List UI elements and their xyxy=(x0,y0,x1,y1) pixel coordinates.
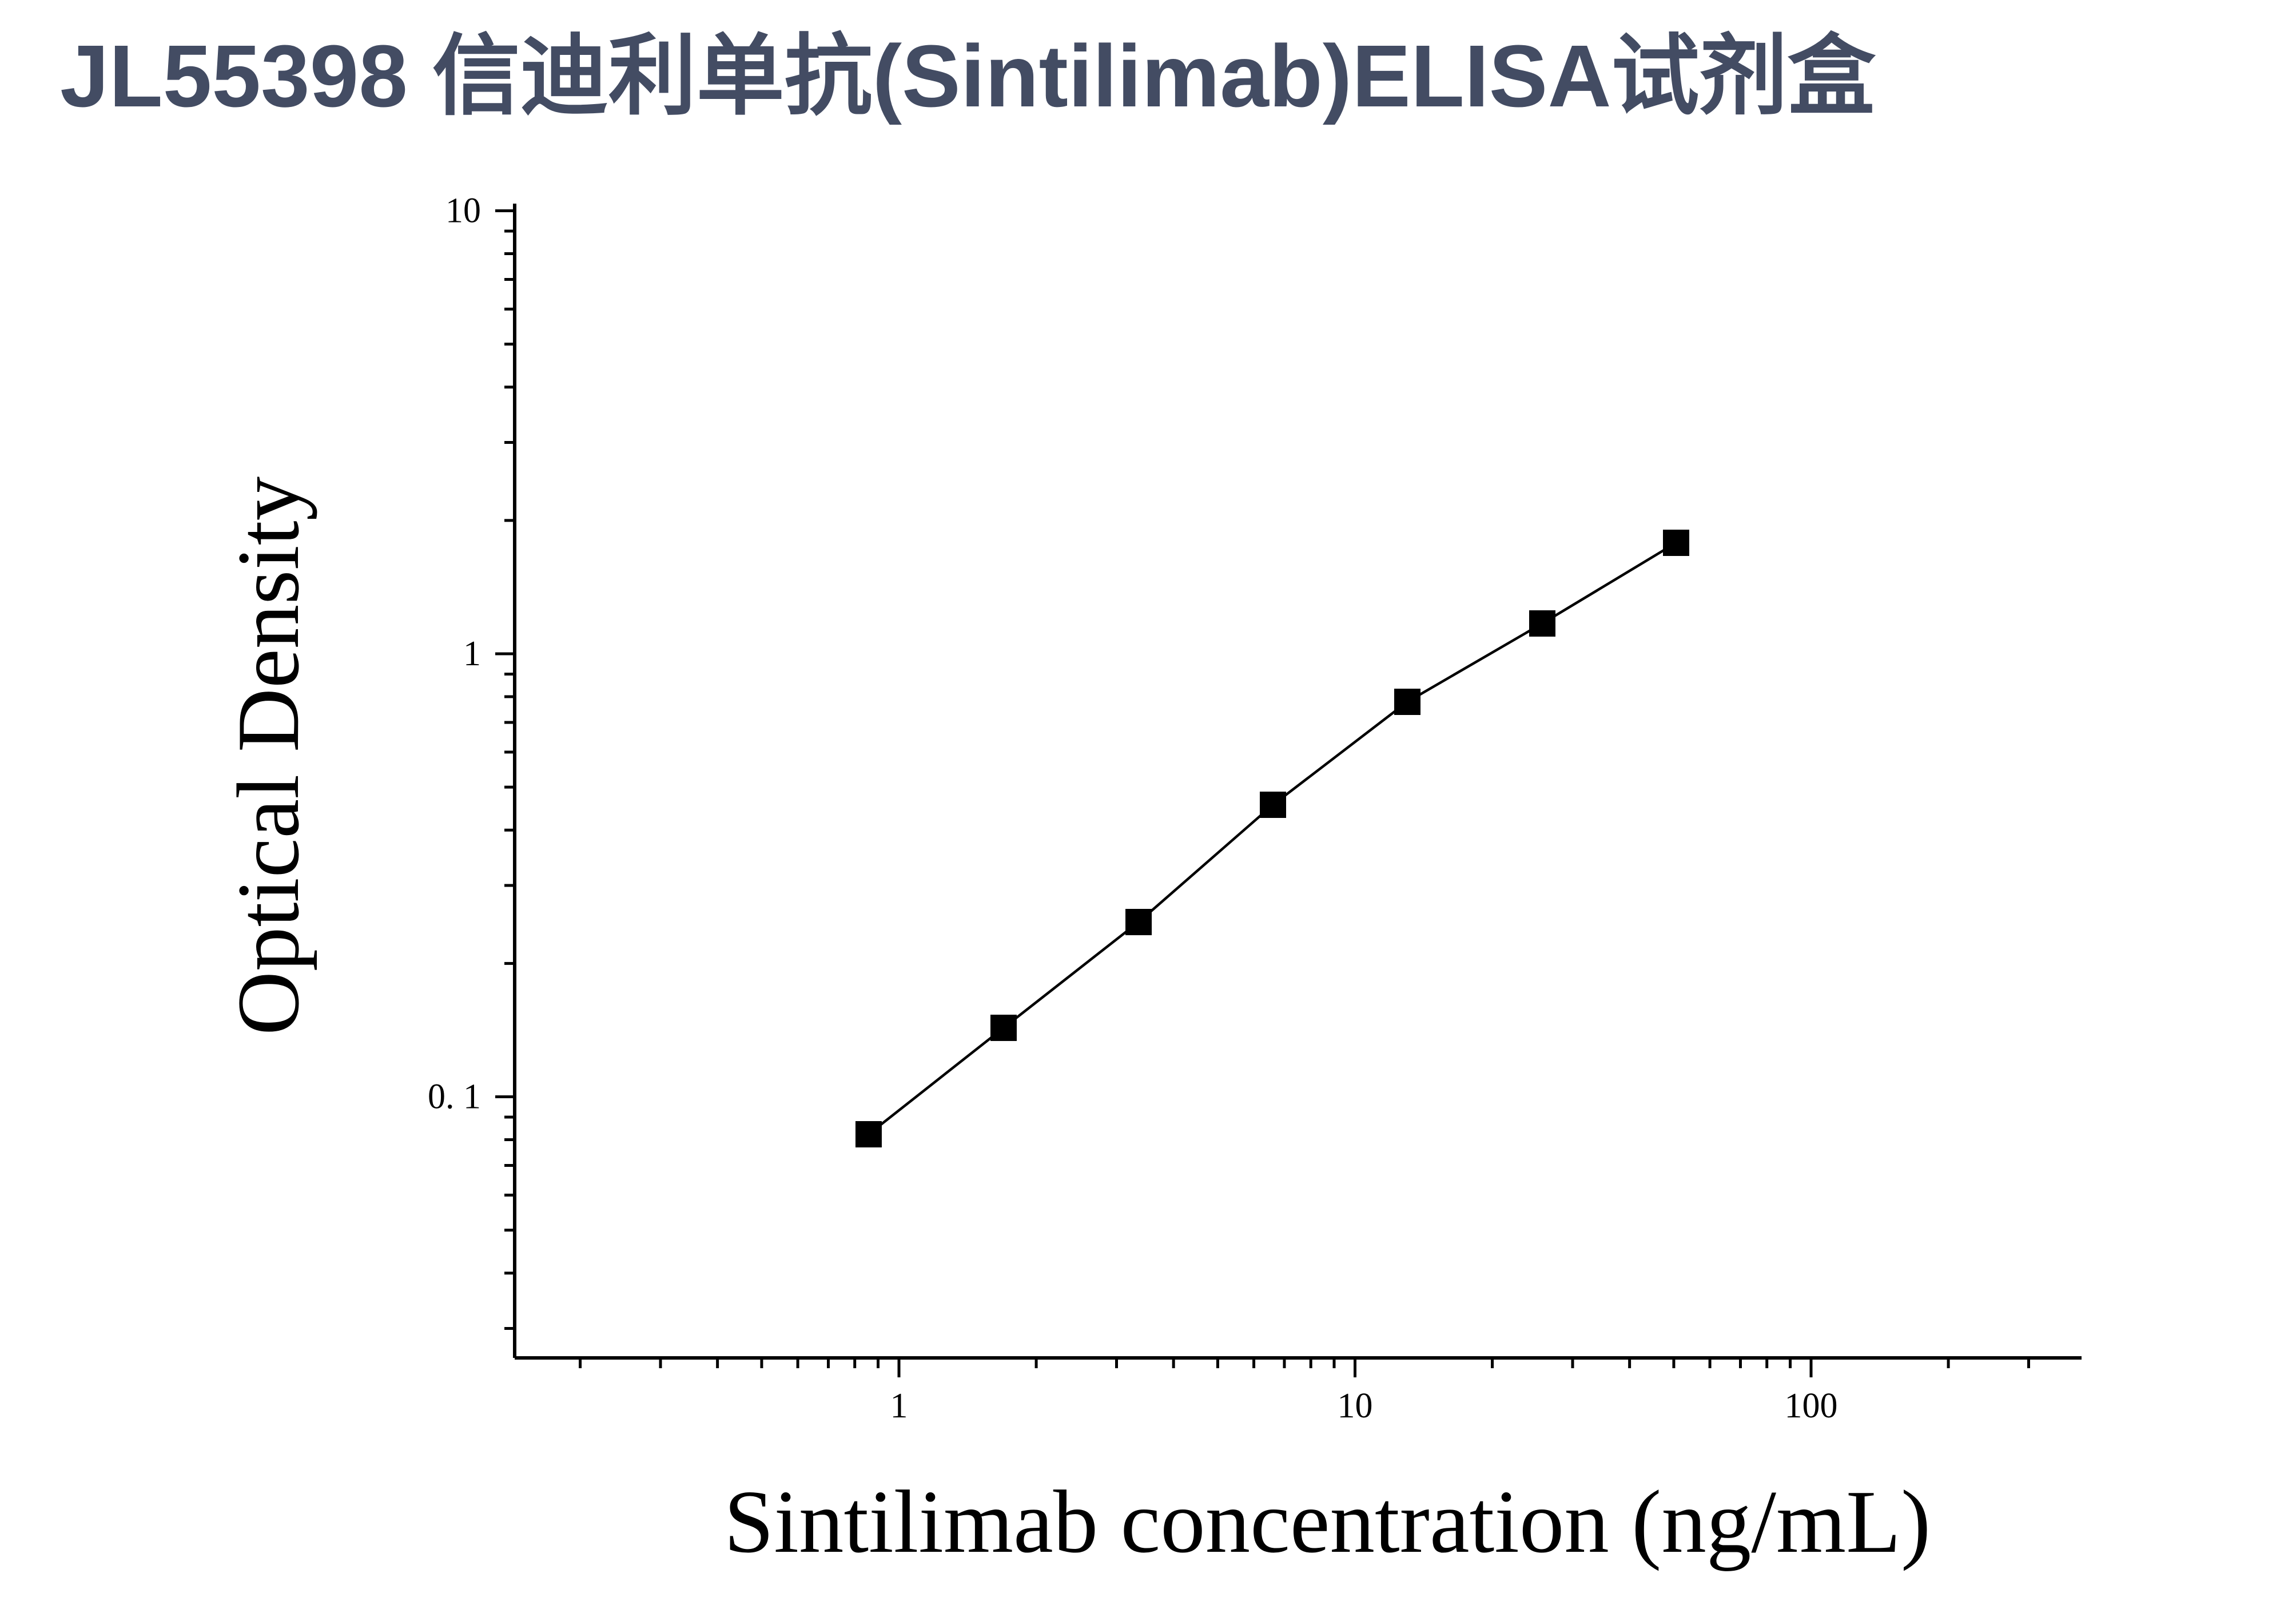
svg-text:1: 1 xyxy=(463,634,481,673)
svg-text:10: 10 xyxy=(445,192,481,231)
svg-text:0. 1: 0. 1 xyxy=(428,1078,481,1117)
svg-text:1: 1 xyxy=(890,1387,908,1425)
svg-text:10: 10 xyxy=(1338,1387,1373,1425)
svg-text:100: 100 xyxy=(1785,1387,1838,1425)
